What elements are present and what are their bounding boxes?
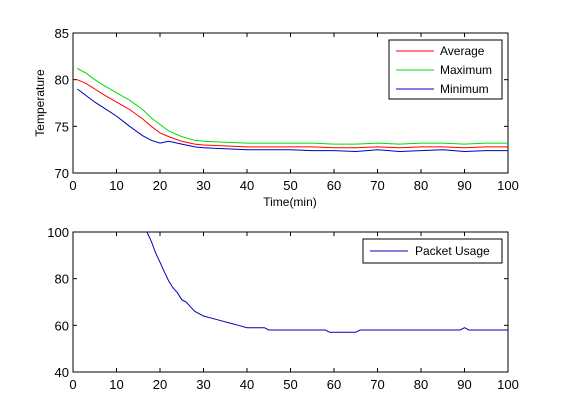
series-line-maximum xyxy=(77,68,508,145)
packet-usage-x-tick-label: 0 xyxy=(69,377,76,392)
temperature-x-tick-label: 100 xyxy=(497,178,519,193)
packet-usage-y-tick-label: 40 xyxy=(55,365,69,380)
temperature-x-tick-label: 10 xyxy=(109,178,123,193)
packet-usage-x-tick-label: 20 xyxy=(153,377,167,392)
temperature-x-tick-label: 20 xyxy=(153,178,167,193)
temperature-x-tick-label: 30 xyxy=(196,178,210,193)
packet-usage-series-lines xyxy=(146,231,508,333)
legend-label-average: Average xyxy=(440,44,485,58)
packet-usage-y-tick-label: 60 xyxy=(55,318,69,333)
series-line-minimum xyxy=(77,88,508,153)
packet-usage-x-tick-label: 100 xyxy=(497,377,519,392)
legend-label-minimum: Minimum xyxy=(440,82,489,96)
temperature-y-tick-label: 75 xyxy=(55,119,69,134)
packet-usage-y-tick-label: 80 xyxy=(55,272,69,287)
legend-label-packet-usage: Packet Usage xyxy=(415,244,490,258)
temperature-x-tick-label: 90 xyxy=(457,178,471,193)
temperature-x-tick-label: 40 xyxy=(240,178,254,193)
packet-usage-x-tick-label: 70 xyxy=(370,377,384,392)
temperature-x-axis-label: Time(min) xyxy=(263,195,317,209)
packet-usage-axes: 0 10 20 30 40 50 60 70 80 90 100 40 60 80 100 Packet U… xyxy=(47,225,519,392)
packet-usage-x-tick-label: 80 xyxy=(414,377,428,392)
temperature-x-tick-label: 0 xyxy=(69,178,76,193)
packet-usage-x-tick-label: 30 xyxy=(196,377,210,392)
temperature-y-tick-label: 85 xyxy=(55,26,69,41)
temperature-x-tick-label: 70 xyxy=(370,178,384,193)
temperature-y-tick-label: 80 xyxy=(55,73,69,88)
packet-usage-legend: Packet Usage xyxy=(362,238,503,264)
packet-usage-x-tick-label: 50 xyxy=(283,377,297,392)
temperature-legend: Average Maximum Minimum xyxy=(388,39,503,100)
packet-usage-x-tick-label: 60 xyxy=(327,377,341,392)
temperature-y-axis-label: Temperature xyxy=(33,69,47,137)
legend-label-maximum: Maximum xyxy=(440,63,492,77)
packet-usage-y-tick-label: 100 xyxy=(47,225,69,240)
packet-usage-x-tick-label: 90 xyxy=(457,377,471,392)
temperature-x-tick-label: 80 xyxy=(414,178,428,193)
packet-usage-x-tick-label: 10 xyxy=(109,377,123,392)
series-line-average xyxy=(77,79,508,149)
temperature-x-tick-label: 60 xyxy=(327,178,341,193)
temperature-axes: 0 10 20 30 40 50 60 70 80 90 100 70 75 80 85 Time(min)… xyxy=(33,26,519,209)
temperature-ticks: 0 10 20 30 40 50 60 70 80 90 100 70 75 80 85 xyxy=(55,26,519,193)
packet-usage-x-tick-label: 40 xyxy=(240,377,254,392)
temperature-x-tick-label: 50 xyxy=(283,178,297,193)
temperature-series-lines xyxy=(77,68,508,153)
packet-usage-ticks: 0 10 20 30 40 50 60 70 80 90 100 40 60 80 100 xyxy=(47,225,519,392)
series-line-packet-usage xyxy=(146,231,508,333)
temperature-y-tick-label: 70 xyxy=(55,166,69,181)
